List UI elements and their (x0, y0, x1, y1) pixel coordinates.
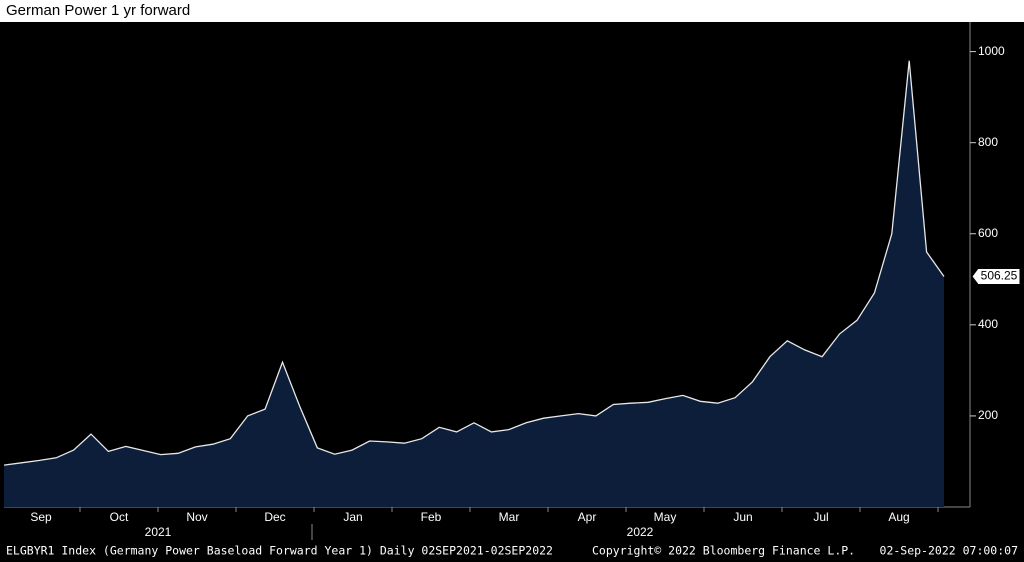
y-tick-label: 600 (978, 226, 998, 240)
last-value-box (971, 267, 1021, 285)
x-tick-label: Dec (264, 510, 285, 524)
last-value-label: 506.25 (981, 269, 1018, 283)
x-tick-label: Mar (499, 510, 520, 524)
x-tick-label: Jul (813, 510, 828, 524)
y-tick-label: 200 (978, 408, 998, 422)
title-bar (0, 0, 1024, 22)
x-tick-label: Apr (578, 510, 597, 524)
year-label: 2022 (627, 525, 654, 539)
chart-title: German Power 1 yr forward (6, 2, 190, 19)
line (3, 60, 945, 466)
x-tick-label: Oct (110, 510, 129, 524)
x-tick-label: May (654, 510, 677, 524)
x-tick-label: Jan (343, 510, 362, 524)
y-tick-label: 1000 (978, 44, 1005, 58)
x-tick-label: Jun (733, 510, 752, 524)
x-tick-label: Sep (30, 510, 52, 524)
copyright: Copyright© 2022 Bloomberg Finance L.P. (592, 544, 855, 558)
y-tick-label: 800 (978, 135, 998, 149)
source-note: ELGBYR1 Index (Germany Power Baseload Fo… (6, 544, 553, 558)
x-tick-label: Nov (186, 510, 207, 524)
timestamp: 02-Sep-2022 07:00:07 (880, 544, 1019, 558)
x-tick-label: Aug (888, 510, 909, 524)
x-tick-label: Feb (421, 510, 442, 524)
year-label: 2021 (145, 525, 172, 539)
y-tick-label: 400 (978, 317, 998, 331)
area (4, 60, 944, 507)
